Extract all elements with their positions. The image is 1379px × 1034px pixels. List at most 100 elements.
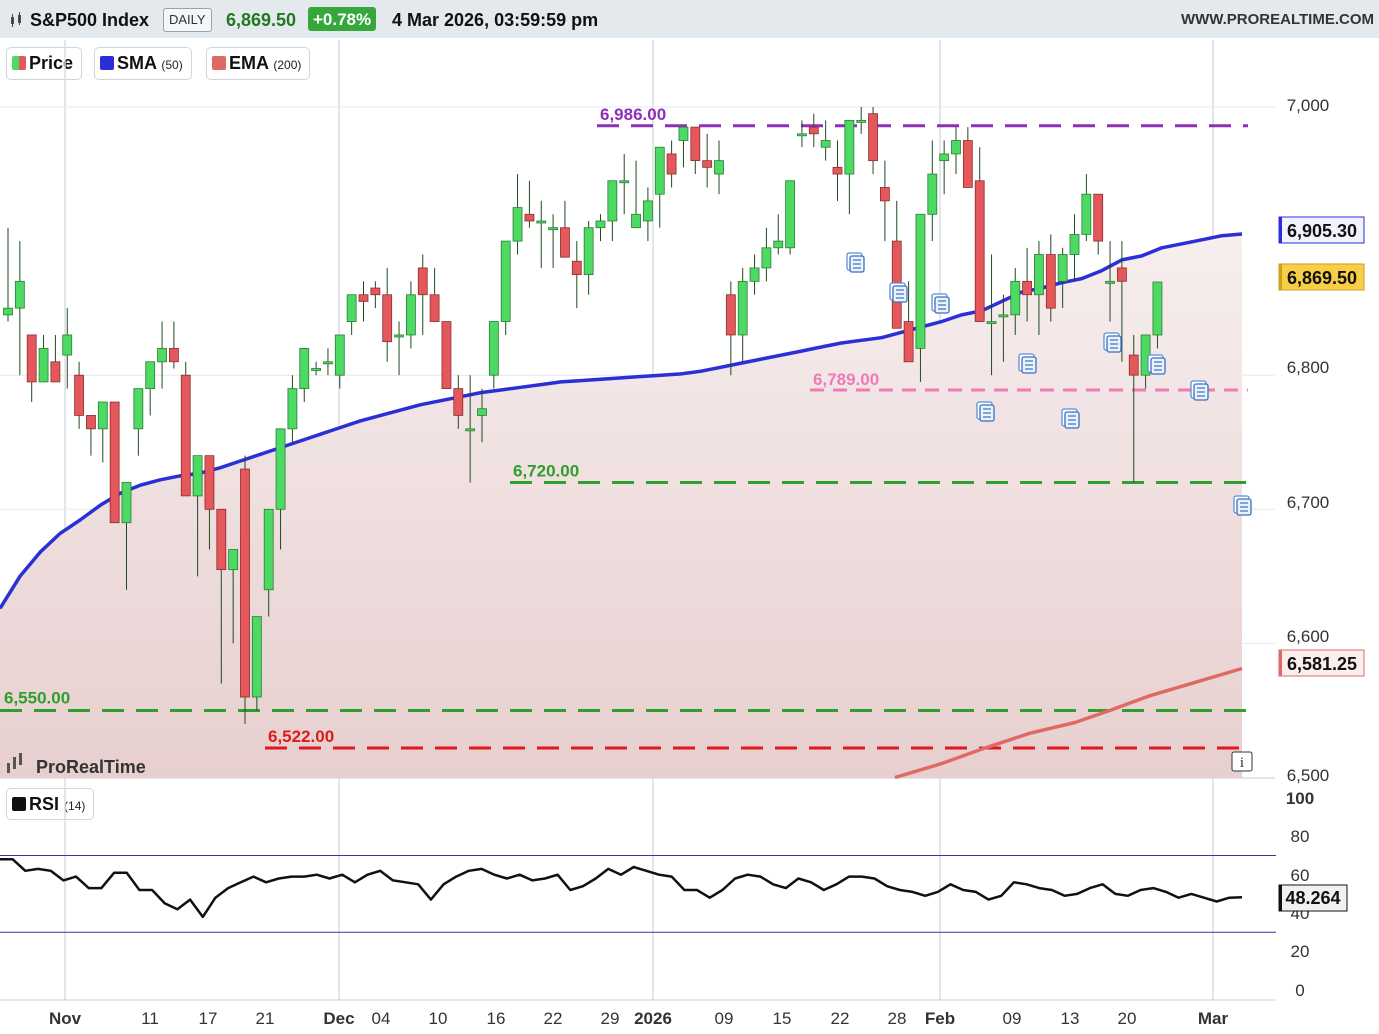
candle [868, 107, 878, 175]
candle [382, 267, 393, 362]
news-icon[interactable] [846, 252, 865, 273]
candle [548, 214, 558, 268]
candle-down [725, 294, 736, 336]
date-tick-label: 21 [256, 1009, 275, 1028]
candle-up [323, 361, 333, 365]
last-price-box: 6,869.50 [1278, 263, 1365, 291]
legend-price[interactable]: Price [6, 47, 83, 80]
candle-up [1081, 193, 1092, 235]
news-icon[interactable] [931, 293, 950, 314]
candle [465, 375, 476, 483]
sma-value-box-edge [1279, 217, 1282, 243]
news-icon[interactable] [1190, 380, 1209, 401]
candle-up [500, 240, 511, 322]
candle [453, 375, 464, 429]
candle-up [927, 173, 938, 215]
news-markers[interactable] [846, 252, 1252, 516]
candle-up [643, 200, 653, 222]
candle-up [998, 314, 1009, 318]
price-tick-label: 6,700 [1287, 493, 1330, 512]
news-icon[interactable] [1103, 332, 1122, 353]
news-icon[interactable] [1233, 495, 1252, 516]
candle [536, 200, 547, 268]
price-tick-label: 7,000 [1287, 96, 1330, 115]
candle-up [512, 207, 523, 242]
candle-up [595, 220, 606, 229]
level-label: 6,550.00 [4, 688, 70, 707]
candle [962, 127, 973, 188]
candle-down [109, 401, 120, 524]
candle-down [204, 455, 215, 510]
candle [405, 281, 416, 349]
news-icon[interactable] [1061, 408, 1080, 429]
candle [168, 321, 179, 369]
candle [797, 120, 807, 148]
candle-up [607, 180, 618, 222]
change-badge: +0.78% [308, 7, 377, 31]
legend-ema[interactable]: EMA (200) [206, 47, 311, 80]
candle-up [797, 133, 807, 137]
candle-down [216, 508, 227, 571]
candle-up [737, 280, 748, 336]
candle-up [192, 455, 203, 497]
instrument-name[interactable]: S&P500 Index [30, 10, 150, 30]
candle [785, 180, 795, 255]
date-tick-label: 09 [1003, 1009, 1022, 1028]
candle [666, 140, 677, 188]
candle [1045, 234, 1056, 322]
candle [263, 508, 274, 617]
candle-up [939, 153, 950, 162]
site-link[interactable]: WWW.PROREALTIME.COM [1180, 11, 1374, 28]
candle-down [1045, 254, 1056, 309]
candle [417, 254, 428, 335]
news-icon[interactable] [1147, 354, 1166, 375]
candle [97, 401, 108, 463]
candle [157, 321, 167, 389]
candle [3, 227, 13, 322]
candle [595, 214, 606, 242]
candle-down [74, 374, 84, 416]
candle [1117, 241, 1127, 362]
candle-up [62, 334, 73, 356]
info-button[interactable]: i [1231, 751, 1253, 772]
candle-up [157, 347, 167, 363]
news-icon[interactable] [1018, 353, 1037, 374]
candle-up [97, 401, 108, 430]
legend-price-label: Price [29, 53, 74, 73]
candle-up [346, 294, 357, 322]
candle-up [678, 126, 689, 141]
candle-up [773, 240, 784, 249]
news-icon[interactable] [889, 282, 908, 303]
date-tick-label: 29 [601, 1009, 620, 1028]
date-tick-label: 10 [429, 1009, 448, 1028]
candle-down [240, 468, 250, 698]
candle-up [1105, 280, 1115, 284]
candle-up [1069, 233, 1080, 255]
level-label: 6,522.00 [268, 727, 334, 746]
legend-rsi[interactable]: RSI (14) [6, 788, 95, 820]
date-tick-label: Feb [925, 1009, 955, 1028]
candle [204, 455, 215, 550]
candle-up [548, 227, 558, 231]
candle-up [275, 428, 286, 510]
watermark-text: ProRealTime [36, 757, 146, 777]
legend-sma[interactable]: SMA (50) [94, 47, 192, 80]
candle-up [1010, 280, 1021, 316]
candle [180, 361, 191, 497]
candle-up [583, 227, 594, 276]
candle-up [133, 388, 144, 430]
candle-down [429, 294, 440, 322]
candle [749, 254, 760, 295]
last-price-box-edge [1279, 264, 1282, 290]
candle [714, 140, 724, 195]
rsi-value-text: 48.264 [1285, 888, 1340, 908]
news-icon[interactable] [976, 401, 995, 422]
candle-down [868, 113, 878, 162]
rsi-value-edge [1279, 885, 1282, 911]
candle [737, 267, 748, 362]
candle-up [654, 146, 665, 195]
candle [832, 140, 843, 201]
candle-up [619, 180, 630, 184]
period-selector[interactable]: DAILY [163, 8, 212, 32]
